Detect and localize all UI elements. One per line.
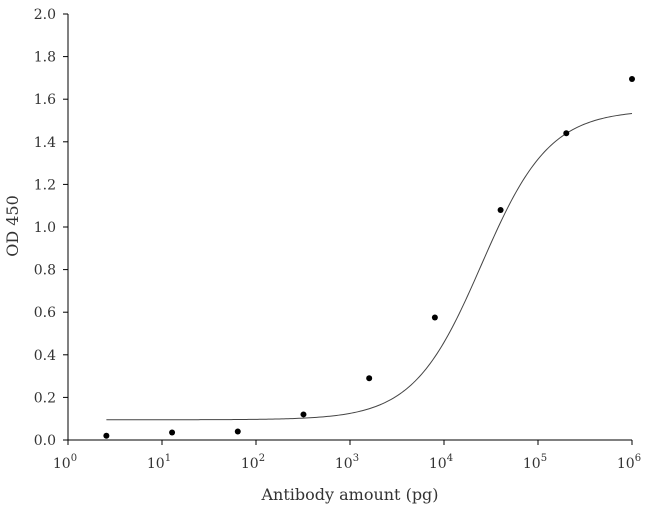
data-point [103, 432, 110, 439]
y-tick-label: 1.4 [34, 135, 56, 151]
y-tick-label: 0.4 [34, 348, 56, 364]
data-point [629, 75, 635, 82]
y-axis-title: OD 450 [3, 195, 22, 257]
y-tick-label: 0.8 [34, 263, 56, 279]
x-tick-label: 100 [53, 453, 77, 472]
y-tick-label: 0.2 [34, 390, 56, 406]
data-points [103, 75, 635, 439]
x-tick-label: 101 [147, 453, 171, 472]
data-point [563, 130, 570, 137]
data-point [234, 428, 241, 435]
x-axis-title: Antibody amount (pg) [260, 485, 438, 504]
y-tick-label: 1.8 [34, 50, 56, 66]
x-tick-label: 102 [241, 453, 265, 472]
x-tick-label: 104 [429, 453, 453, 472]
y-tick-label: 2.0 [34, 7, 56, 23]
data-point [300, 411, 307, 418]
y-tick-label: 0.6 [34, 305, 56, 321]
y-tick-label: 1.2 [34, 177, 56, 193]
x-axis: 100 101 102 103 104 105 106 [53, 439, 641, 472]
x-tick-label: 105 [523, 453, 547, 472]
data-point [366, 375, 373, 382]
data-point [169, 429, 176, 436]
data-point [431, 314, 438, 321]
x-tick-label: 103 [335, 453, 359, 472]
fit-curve [106, 113, 633, 421]
y-axis: 0.0 0.2 0.4 0.6 0.8 1.0 1.2 1.4 1.6 1.8 2.0 [34, 7, 69, 449]
x-tick-label: 106 [617, 453, 641, 472]
y-tick-label: 1.0 [34, 220, 56, 236]
y-tick-label: 0.0 [34, 433, 56, 449]
data-point [497, 206, 504, 213]
y-tick-label: 1.6 [34, 92, 56, 108]
